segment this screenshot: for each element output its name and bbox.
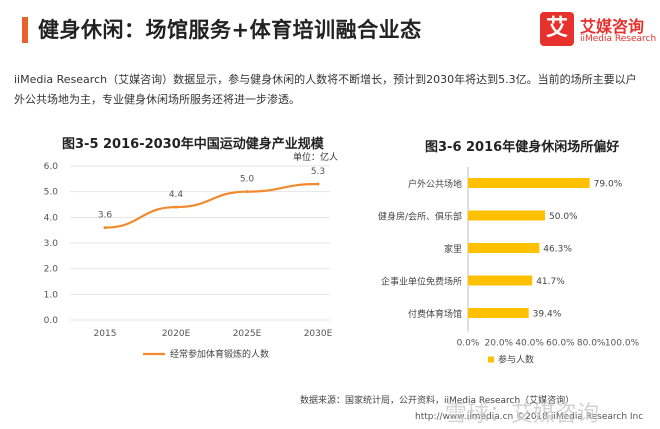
bar-chart-title: 图3-6 2016年健身休闲场所偏好 (425, 140, 620, 155)
category-label: 付费体育场馆 (408, 308, 462, 320)
line-chart-title: 图3-5 2016-2030年中国运动健身产业规模 (62, 137, 324, 152)
y-tick-label: 2.0 (44, 265, 59, 275)
x-tick-label: 20.0% (485, 339, 514, 349)
data-point (174, 205, 178, 209)
iimedia-logo: 艾 艾媒咨询 iiMedia Research (540, 12, 656, 50)
x-tick-label: 2015 (94, 329, 117, 339)
logo-mark: 艾 (540, 12, 574, 46)
x-tick-label: 100.0% (605, 339, 640, 349)
y-tick-label: 4.0 (44, 213, 59, 223)
legend-swatch (488, 356, 494, 363)
data-label: 46.3% (543, 245, 572, 255)
x-tick-label: 2030E (304, 329, 333, 339)
category-label: 家里 (444, 243, 462, 255)
data-label: 41.7% (536, 277, 565, 287)
unit-label: 单位：亿人 (293, 151, 338, 163)
series-line (104, 182, 319, 229)
y-tick-label: 6.0 (44, 162, 59, 172)
page-title: 健身休闲：场馆服务+体育培训融合业态 (38, 18, 422, 42)
data-point (245, 190, 249, 194)
y-tick-label: 1.0 (44, 290, 59, 300)
x-tick-label: 60.0% (546, 339, 575, 349)
legend-label: 经常参加体育锻炼的人数 (170, 348, 269, 360)
x-tick-label: 2025E (233, 329, 262, 339)
bar-chart: 户外公共场地 79.0% 健身房/会所、俱乐部 50.0% 家里 46.3% 企事业单位免费… (378, 167, 640, 366)
data-label: 39.4% (533, 310, 562, 320)
bar (468, 178, 590, 188)
copyright-url: http://www.iimedia.cn ©2018 iiMedia Rese… (415, 412, 644, 422)
bar (468, 210, 545, 221)
data-label: 4.4 (169, 190, 184, 200)
data-point (103, 226, 107, 230)
title-accent-bar (22, 17, 28, 43)
data-label: 3.6 (98, 211, 113, 221)
data-label: 50.0% (549, 212, 578, 222)
bar (468, 243, 540, 253)
legend-label: 参与人数 (498, 354, 534, 366)
data-label: 5.0 (240, 175, 255, 185)
watermark: 雪球：艾媒咨询 (445, 402, 600, 427)
x-tick-label: 40.0% (515, 339, 544, 349)
bar (468, 275, 533, 286)
logo-name-en: iiMedia Research (580, 34, 657, 44)
y-tick-label: 3.0 (44, 239, 59, 249)
y-tick-label: 0.0 (44, 316, 59, 326)
y-tick-label: 5.0 (44, 188, 59, 198)
data-label: 5.3 (311, 167, 325, 177)
intro-paragraph: iiMedia Research（艾媒咨询）数据显示，参与健身休闲的人数将不断增… (14, 73, 637, 106)
data-point (316, 182, 320, 186)
page-header: 健身休闲：场馆服务+体育培训融合业态 艾 艾媒咨询 iiMedia Resear… (0, 0, 660, 52)
category-label: 户外公共场地 (408, 178, 462, 190)
bar (468, 308, 529, 318)
logo-name-cn: 艾媒咨询 (580, 17, 645, 36)
category-label: 企事业单位免费场所 (381, 276, 462, 288)
line-chart: 单位：亿人 0.0 1.0 2.0 3.0 4.0 5.0 6.0 2015 2020E 2025E… (44, 151, 338, 360)
data-label: 79.0% (594, 180, 623, 190)
category-label: 健身房/会所、俱乐部 (378, 211, 462, 223)
x-tick-label: 0.0% (457, 339, 480, 349)
x-tick-label: 2020E (162, 329, 191, 339)
x-tick-label: 80.0% (577, 339, 606, 349)
data-source-note: 数据来源：国家统计局，公开资料，iiMedia Research（艾媒咨询） (300, 396, 575, 406)
